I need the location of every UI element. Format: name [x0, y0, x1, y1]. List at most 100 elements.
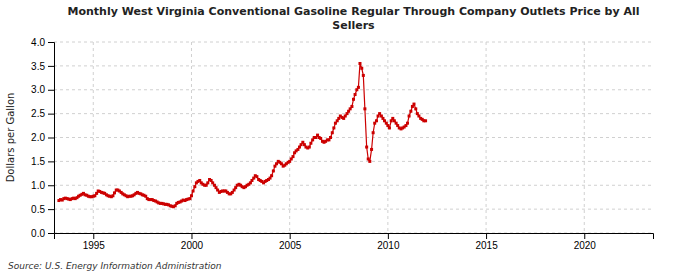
price-marker	[329, 136, 332, 139]
y-tick-mark	[48, 90, 54, 91]
y-tick: 1.5	[31, 156, 54, 167]
series	[57, 62, 427, 208]
source-annotation: Source: U.S. Energy Information Administ…	[8, 261, 222, 271]
price-marker	[255, 175, 258, 178]
price-marker	[412, 103, 415, 106]
y-tick-mark	[48, 209, 54, 210]
x-grid-line	[93, 42, 94, 233]
title: Monthly West Virginia Conventional Gasol…	[68, 5, 640, 32]
price-marker	[190, 194, 193, 197]
y-tick: 2.5	[31, 108, 54, 119]
x-tick: 2015	[475, 233, 498, 251]
price-marker	[206, 181, 209, 184]
x-tick-label: 2000	[181, 240, 204, 251]
y-tick-label: 4.0	[31, 37, 45, 48]
price-marker	[362, 74, 365, 77]
y-tick-label: 3.5	[31, 61, 45, 72]
x-tick-label: 1995	[83, 240, 106, 251]
y-tick-label: 1.5	[31, 156, 45, 167]
y-tick: 0.0	[31, 228, 54, 239]
price-marker	[388, 126, 391, 129]
x-tick-mark	[191, 233, 192, 239]
x-tick-label: 2020	[574, 240, 597, 251]
title-line: Monthly West Virginia Conventional Gasol…	[68, 5, 640, 18]
y-tick-mark	[48, 138, 54, 139]
x-tick: 2010	[377, 233, 400, 251]
x-grid-line	[289, 42, 290, 233]
y-tick-label: 3.0	[31, 84, 45, 95]
chart: 1995 2000 2005 2010 2015 2020 0.0 0.5 1.0 1.5 2.0 2…	[0, 0, 675, 275]
price-marker	[193, 185, 196, 188]
price-marker	[363, 107, 366, 110]
y-grid-line	[54, 137, 653, 138]
price-marker	[365, 146, 368, 149]
y-tick: 3.0	[31, 84, 54, 95]
price-marker	[358, 62, 361, 65]
price-marker	[368, 160, 371, 163]
x-tick-mark	[486, 233, 487, 239]
y-axis-line	[48, 43, 55, 234]
x-grid-line	[191, 42, 192, 233]
price-marker	[308, 146, 311, 149]
x-tick-label: 2015	[475, 240, 498, 251]
y-grid-line	[54, 209, 653, 210]
price-marker	[292, 155, 295, 158]
y-tick-mark	[48, 66, 54, 67]
price-marker	[192, 189, 195, 192]
x-grid-line	[387, 42, 388, 233]
x-tick-mark	[584, 233, 585, 239]
price-marker	[372, 131, 375, 134]
price-marker	[350, 105, 353, 108]
x-axis: 1995 2000 2005 2010 2015 2020	[55, 233, 654, 251]
x-tick-label: 2005	[279, 240, 302, 251]
x-tick: 2020	[574, 233, 597, 251]
price-marker	[188, 197, 191, 200]
price-marker	[424, 119, 427, 122]
price-marker	[111, 194, 114, 197]
x-tick-label: 2010	[377, 240, 400, 251]
x-grid-line	[584, 42, 585, 233]
y-tick: 4.0	[31, 37, 54, 48]
y-tick-label: 0.5	[31, 204, 45, 215]
price-marker	[354, 93, 357, 96]
x-tick-mark	[290, 233, 291, 239]
price-marker	[272, 169, 275, 172]
x-axis-line	[55, 234, 654, 240]
price-marker	[375, 119, 378, 122]
price-marker	[331, 131, 334, 134]
price-marker	[352, 98, 355, 101]
x-tick-mark	[93, 233, 94, 239]
y-grid-line	[54, 89, 653, 90]
y-tick-mark	[48, 114, 54, 115]
y-tick-mark	[48, 161, 54, 162]
y-grid-line	[54, 113, 653, 114]
title-line: Sellers	[332, 19, 375, 32]
y-tick: 3.5	[31, 61, 54, 72]
y-grid-line	[54, 185, 653, 186]
y-tick: 2.0	[31, 132, 54, 143]
price-marker	[332, 126, 335, 129]
price-marker	[370, 148, 373, 151]
y-tick: 1.0	[31, 180, 54, 191]
x-grid-line	[486, 42, 487, 233]
y-tick-label: 2.0	[31, 132, 45, 143]
price-marker	[408, 115, 411, 118]
price-marker	[270, 174, 273, 177]
y-grid-line	[54, 65, 653, 66]
plot-area: 1995 2000 2005 2010 2015 2020 0.0 0.5 1.0 1.5 2.0 2…	[31, 37, 653, 251]
y-tick-label: 1.0	[31, 180, 45, 191]
price-marker	[357, 86, 360, 89]
x-tick-mark	[388, 233, 389, 239]
price-marker	[113, 191, 116, 194]
y-tick: 0.5	[31, 204, 54, 215]
y-tick-label: 0.0	[31, 228, 45, 239]
y-tick-mark	[48, 42, 54, 43]
price-marker	[409, 110, 412, 113]
x-tick: 2000	[181, 233, 204, 251]
y-axis: 0.0 0.5 1.0 1.5 2.0 2.5 3.0 3.5 4.0	[31, 37, 54, 239]
price-marker	[319, 137, 322, 140]
y-grid-line	[54, 42, 653, 43]
price-line	[59, 63, 426, 206]
x-tick: 2005	[279, 233, 302, 251]
price-marker	[309, 142, 312, 145]
